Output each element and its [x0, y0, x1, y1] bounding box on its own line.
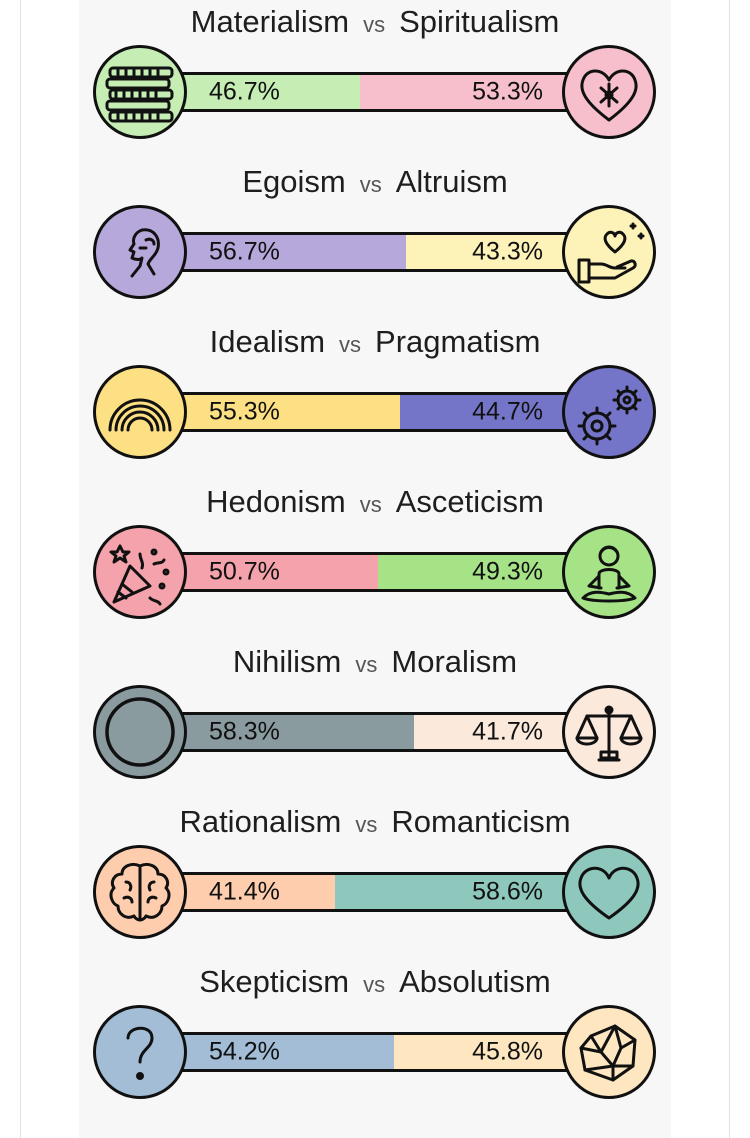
- heart-icon: [562, 845, 656, 939]
- gears-icon: [562, 365, 656, 459]
- right-percentage: 44.7%: [472, 397, 543, 426]
- brain-icon: [93, 845, 187, 939]
- axis-row-egoism-vs-altruism: Egoism vs Altruism 56.7% 43.3%: [0, 160, 750, 320]
- score-bar: 58.3% 41.7%: [140, 712, 610, 752]
- left-label: Hedonism: [206, 484, 346, 519]
- vs-label: vs: [363, 972, 386, 997]
- left-segment: 54.2%: [143, 1035, 395, 1069]
- right-label: Spiritualism: [399, 4, 560, 39]
- left-label: Skepticism: [199, 964, 350, 999]
- question-mark-icon: [93, 1005, 187, 1099]
- score-bar: 46.7% 53.3%: [140, 72, 610, 112]
- coins-icon: [93, 45, 187, 139]
- axis-row-rationalism-vs-romanticism: Rationalism vs Romanticism 41.4% 58.6%: [0, 800, 750, 960]
- score-bar: 54.2% 45.8%: [140, 1032, 610, 1072]
- left-percentage: 58.3%: [209, 717, 280, 746]
- left-segment: 56.7%: [143, 235, 407, 269]
- left-frame-line: [20, 0, 21, 1138]
- left-percentage: 46.7%: [209, 77, 280, 106]
- rainbow-icon: [93, 365, 187, 459]
- axis-title: Materialism vs Spiritualism: [0, 4, 750, 40]
- vs-label: vs: [339, 332, 362, 357]
- score-bar: 50.7% 49.3%: [140, 552, 610, 592]
- score-bar: 55.3% 44.7%: [140, 392, 610, 432]
- crystal-icon: [562, 1005, 656, 1099]
- axis-title: Nihilism vs Moralism: [0, 644, 750, 680]
- axis-title: Idealism vs Pragmatism: [0, 324, 750, 360]
- vs-label: vs: [363, 12, 386, 37]
- left-label: Idealism: [209, 324, 326, 359]
- party-popper-icon: [93, 525, 187, 619]
- axis-title: Egoism vs Altruism: [0, 164, 750, 200]
- axis-row-hedonism-vs-asceticism: Hedonism vs Asceticism 50.7% 49.3%: [0, 480, 750, 640]
- axis-row-materialism-vs-spiritualism: Materialism vs Spiritualism 46.7% 53.3%: [0, 0, 750, 160]
- right-label: Pragmatism: [375, 324, 541, 359]
- portrait-profile-icon: [93, 205, 187, 299]
- right-label: Absolutism: [399, 964, 551, 999]
- axis-row-idealism-vs-pragmatism: Idealism vs Pragmatism 55.3% 44.7%: [0, 320, 750, 480]
- right-percentage: 53.3%: [472, 77, 543, 106]
- right-percentage: 41.7%: [472, 717, 543, 746]
- left-percentage: 55.3%: [209, 397, 280, 426]
- left-percentage: 56.7%: [209, 237, 280, 266]
- left-label: Nihilism: [232, 644, 342, 679]
- left-percentage: 41.4%: [209, 877, 280, 906]
- left-percentage: 54.2%: [209, 1037, 280, 1066]
- empty-circle-icon: [93, 685, 187, 779]
- scales-icon: [562, 685, 656, 779]
- hand-giving-heart-icon: [562, 205, 656, 299]
- right-percentage: 58.6%: [472, 877, 543, 906]
- right-percentage: 43.3%: [472, 237, 543, 266]
- left-percentage: 50.7%: [209, 557, 280, 586]
- right-label: Romanticism: [391, 804, 571, 839]
- right-percentage: 45.8%: [472, 1037, 543, 1066]
- heart-lotus-icon: [562, 45, 656, 139]
- vs-label: vs: [359, 492, 382, 517]
- right-percentage: 49.3%: [472, 557, 543, 586]
- left-label: Rationalism: [179, 804, 342, 839]
- axis-title: Skepticism vs Absolutism: [0, 964, 750, 1000]
- left-label: Materialism: [190, 4, 350, 39]
- axis-title: Hedonism vs Asceticism: [0, 484, 750, 520]
- meditation-icon: [562, 525, 656, 619]
- left-segment: 58.3%: [143, 715, 414, 749]
- axis-row-nihilism-vs-moralism: Nihilism vs Moralism 58.3% 41.7%: [0, 640, 750, 800]
- right-frame-line: [729, 0, 730, 1138]
- score-bar: 41.4% 58.6%: [140, 872, 610, 912]
- vs-label: vs: [355, 652, 378, 677]
- score-bar: 56.7% 43.3%: [140, 232, 610, 272]
- left-label: Egoism: [242, 164, 346, 199]
- right-label: Moralism: [391, 644, 518, 679]
- axis-row-skepticism-vs-absolutism: Skepticism vs Absolutism 54.2% 45.8%: [0, 960, 750, 1120]
- vs-label: vs: [359, 172, 382, 197]
- axis-title: Rationalism vs Romanticism: [0, 804, 750, 840]
- right-segment: 58.6%: [335, 875, 607, 909]
- right-label: Asceticism: [395, 484, 544, 519]
- right-label: Altruism: [395, 164, 508, 199]
- vs-label: vs: [355, 812, 378, 837]
